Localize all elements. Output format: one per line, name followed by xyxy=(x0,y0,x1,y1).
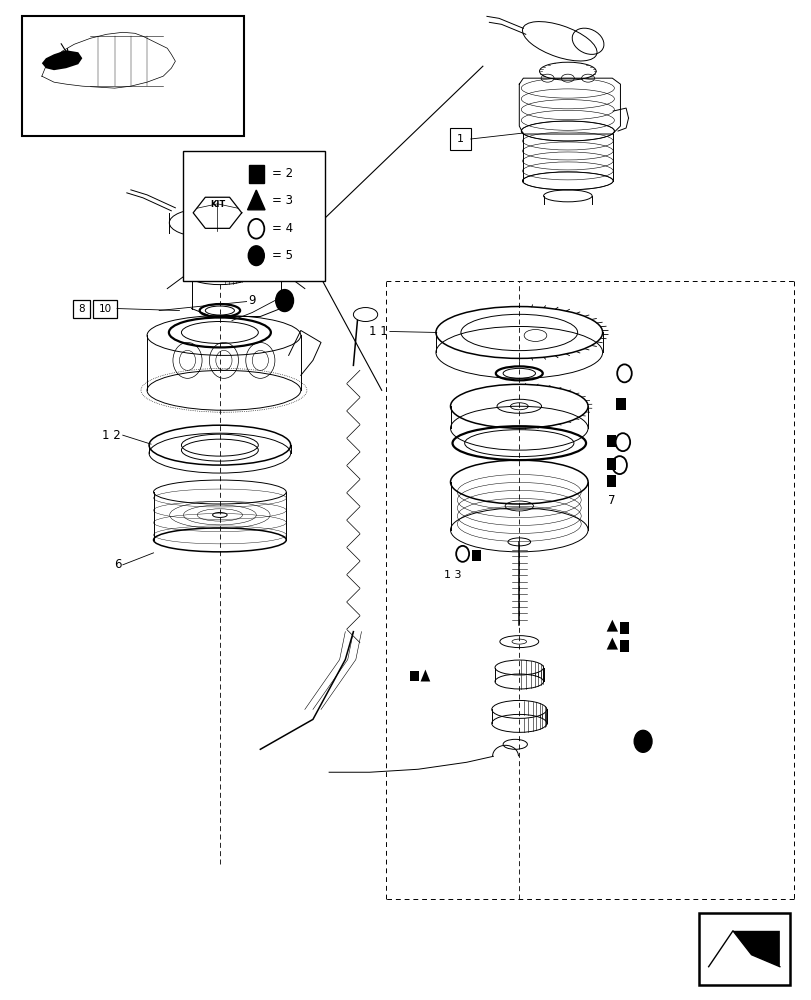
Bar xyxy=(619,622,629,634)
Bar xyxy=(449,128,470,150)
Text: = 5: = 5 xyxy=(272,249,293,262)
Bar xyxy=(606,475,616,487)
Bar xyxy=(183,151,324,281)
Text: 8: 8 xyxy=(78,304,84,314)
Text: 7: 7 xyxy=(607,494,615,507)
Bar xyxy=(606,458,616,470)
Text: 1: 1 xyxy=(456,134,463,144)
Bar xyxy=(22,16,244,136)
Polygon shape xyxy=(42,50,82,70)
Text: 9: 9 xyxy=(248,294,255,307)
Circle shape xyxy=(276,290,293,312)
Polygon shape xyxy=(732,931,779,967)
Polygon shape xyxy=(606,620,617,632)
Text: = 3: = 3 xyxy=(272,194,293,207)
Text: 10: 10 xyxy=(98,304,111,314)
Text: KIT: KIT xyxy=(209,200,225,209)
Text: 1 2: 1 2 xyxy=(102,429,121,442)
Bar xyxy=(616,398,625,410)
Bar xyxy=(698,913,789,985)
Polygon shape xyxy=(420,670,430,681)
Bar xyxy=(619,640,629,652)
Bar xyxy=(92,300,117,318)
Circle shape xyxy=(633,730,651,752)
Text: = 2: = 2 xyxy=(272,167,294,180)
Polygon shape xyxy=(606,638,617,650)
Text: 6: 6 xyxy=(114,558,121,571)
Bar xyxy=(606,435,616,447)
Text: = 4: = 4 xyxy=(272,222,294,235)
Bar xyxy=(410,671,418,681)
Polygon shape xyxy=(247,190,264,210)
Text: 1 1: 1 1 xyxy=(369,325,388,338)
Bar xyxy=(72,300,90,318)
Bar xyxy=(472,550,481,561)
Text: 1 3: 1 3 xyxy=(444,570,461,580)
Circle shape xyxy=(248,246,264,266)
Bar xyxy=(249,165,264,183)
